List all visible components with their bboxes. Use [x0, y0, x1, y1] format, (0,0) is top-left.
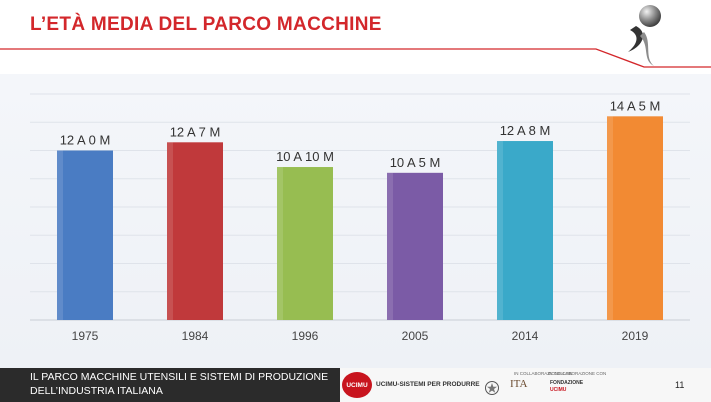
bar-1984 [167, 142, 223, 320]
x-tick-label-1984: 1984 [182, 329, 209, 343]
title-underline-rule [0, 48, 711, 68]
bar-1996 [277, 167, 333, 320]
footer-brand: UCIMU-SISTEMI PER PRODURRE [376, 381, 480, 388]
sphere-swoosh-logo-icon [628, 5, 661, 66]
data-label-2019: 14 A 5 M [610, 98, 661, 113]
partner-caption-fondazione: IN COLLABORAZIONE CON [548, 371, 607, 376]
bar-2014 [497, 141, 553, 320]
chart-background [0, 74, 711, 368]
footer-caption-line-1: IL PARCO MACCHINE UTENSILI E SISTEMI DI … [30, 371, 329, 383]
slide-title: L’ETÀ MEDIA DEL PARCO MACCHINE [30, 14, 382, 35]
data-label-1975: 12 A 0 M [60, 133, 111, 148]
bar-highlight [167, 142, 173, 320]
gridlines [30, 93, 690, 321]
footer-caption-line-2: DELL’INDUSTRIA ITALIANA [30, 384, 163, 397]
x-tick-labels: 1975 1984 1996 2005 2014 2019 [72, 329, 649, 343]
footer-caption: IL PARCO MACCHINE UTENSILI E SISTEMI DI … [0, 368, 340, 402]
title-rule-line [0, 48, 711, 68]
bar-highlight [277, 167, 283, 320]
data-label-2014: 12 A 8 M [500, 123, 551, 138]
partner-caption-ita: IN COLLABORAZIONE CON [514, 371, 573, 376]
bar-chart: 12 A 0 M 12 A 7 M 10 A 10 M 10 A 5 M 12 A 8 … [30, 93, 690, 343]
x-tick-label-2005: 2005 [402, 329, 429, 343]
data-label-2005: 10 A 5 M [390, 155, 441, 170]
page-number: 11 [675, 380, 685, 390]
partner-fondazione-2: UCIMU [550, 387, 567, 393]
x-tick-label-2014: 2014 [512, 329, 539, 343]
italian-republic-emblem-icon [485, 381, 499, 395]
x-tick-label-1996: 1996 [292, 329, 319, 343]
bar-1975 [57, 150, 113, 320]
x-tick-label-1975: 1975 [72, 329, 99, 343]
ucimu-logo-text: UCIMU [346, 381, 368, 389]
bars [57, 116, 663, 320]
data-label-1984: 12 A 7 M [170, 124, 221, 139]
data-labels: 12 A 0 M 12 A 7 M 10 A 10 M 10 A 5 M 12 A 8 … [60, 98, 661, 170]
bar-highlight [607, 116, 613, 320]
bar-2005 [387, 172, 443, 320]
partner-ita-name: ITA [510, 378, 528, 390]
bar-highlight [387, 172, 393, 320]
bar-highlight [57, 150, 63, 320]
partner-fondazione-1: FONDAZIONE [550, 380, 584, 386]
x-tick-label-2019: 2019 [622, 329, 649, 343]
bar-highlight [497, 141, 503, 320]
bar-2019 [607, 116, 663, 320]
partner-logos: IN COLLABORAZIONE CON ITA IN COLLABORAZI… [482, 370, 606, 400]
footer: IL PARCO MACCHINE UTENSILI E SISTEMI DI … [0, 368, 711, 402]
ucimu-logo-icon: UCIMU [342, 372, 372, 398]
data-label-1996: 10 A 10 M [276, 149, 334, 164]
